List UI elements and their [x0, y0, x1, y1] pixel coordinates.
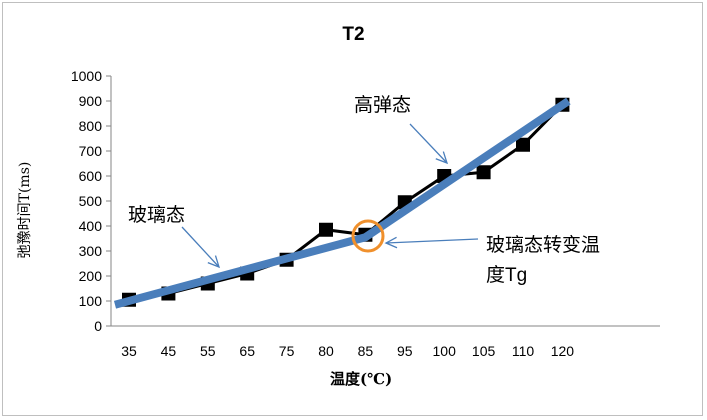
- y-tick-label: 900: [79, 93, 103, 109]
- y-tick-label: 300: [79, 243, 103, 259]
- y-tick-label: 400: [79, 218, 103, 234]
- glass-arrow: [181, 226, 220, 268]
- chart-frame: [2, 2, 703, 416]
- data-point: [516, 137, 530, 152]
- glass-arrow-head: [207, 255, 221, 269]
- data-point: [319, 222, 333, 237]
- chart-title: T2: [342, 24, 365, 45]
- x-tick-label: 65: [239, 343, 255, 359]
- x-tick-label: 80: [318, 343, 334, 359]
- x-tick-label: 105: [472, 343, 496, 359]
- x-axis-label: 温度(℃): [330, 370, 393, 388]
- y-tick-label: 100: [79, 293, 103, 309]
- x-tick-label: 45: [161, 343, 177, 359]
- y-tick-label: 1000: [71, 68, 102, 84]
- tg-circle-marker: [351, 219, 385, 253]
- tg-arrow-head: [384, 236, 398, 249]
- x-tick-label: 120: [551, 343, 575, 359]
- x-tick-label: 55: [200, 343, 216, 359]
- annotation-tg-line2: 度Tg: [486, 265, 528, 286]
- y-tick-label: 200: [79, 268, 103, 284]
- y-tick-label: 500: [79, 193, 103, 209]
- trend-line: [113, 97, 571, 309]
- x-tick-label: 110: [512, 343, 535, 359]
- annotation-glass: 玻璃态: [128, 205, 186, 226]
- y-tick-label: 0: [94, 318, 102, 334]
- tg-arrow: [385, 238, 479, 244]
- annotation-rubber: 高弹态: [354, 95, 412, 116]
- y-tick-label: 700: [79, 143, 103, 159]
- x-tick-label: 95: [397, 343, 413, 359]
- x-tick-label: 75: [279, 343, 295, 359]
- rubber-arrow: [409, 123, 448, 164]
- series-line: [128, 103, 564, 302]
- data-point: [476, 165, 491, 180]
- annotation-tg-line1: 玻璃态转变温: [486, 235, 601, 256]
- x-tick-label: 100: [433, 343, 457, 359]
- y-tick-label: 600: [79, 168, 103, 184]
- x-tick-label: 35: [121, 343, 137, 359]
- rubber-arrow-head: [435, 151, 449, 165]
- x-tick-label: 85: [358, 343, 374, 359]
- y-tick-label: 800: [79, 118, 103, 134]
